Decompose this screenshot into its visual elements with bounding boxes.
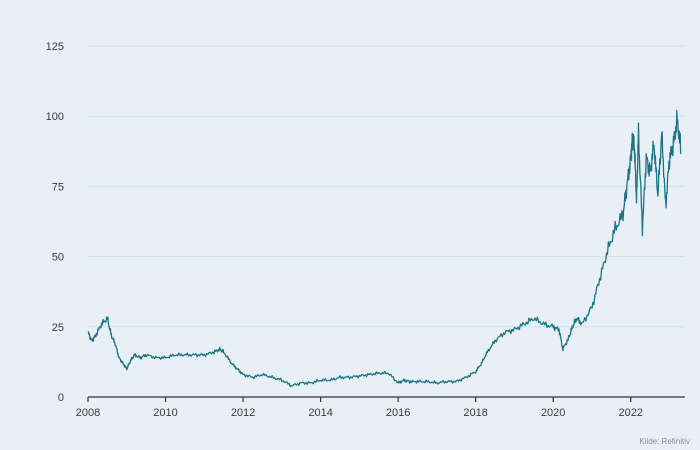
x-tick-label: 2008 bbox=[76, 407, 100, 419]
x-tick-label: 2012 bbox=[231, 407, 255, 419]
tick-labels: 0 25 50 75 100 125 2008 2010 2012 2014 2016 2018 202… bbox=[46, 41, 643, 419]
axes bbox=[87, 396, 685, 402]
x-tick-label: 2020 bbox=[541, 407, 565, 419]
x-tick-label: 2018 bbox=[463, 407, 487, 419]
x-tick-label: 2014 bbox=[308, 407, 332, 419]
source-note: Kilde: Refinitiv bbox=[639, 437, 690, 446]
x-tick-label: 2010 bbox=[153, 407, 177, 419]
y-tick-label: 0 bbox=[58, 392, 64, 404]
y-tick-label: 75 bbox=[52, 181, 64, 193]
y-tick-label: 25 bbox=[52, 322, 64, 334]
grid bbox=[88, 45, 685, 328]
y-tick-label: 125 bbox=[46, 41, 64, 53]
y-tick-label: 100 bbox=[46, 111, 64, 123]
y-tick-label: 50 bbox=[52, 252, 64, 264]
series bbox=[87, 109, 682, 388]
series-line bbox=[87, 109, 682, 388]
x-tick-label: 2016 bbox=[386, 407, 410, 419]
x-tick-label: 2022 bbox=[618, 407, 642, 419]
